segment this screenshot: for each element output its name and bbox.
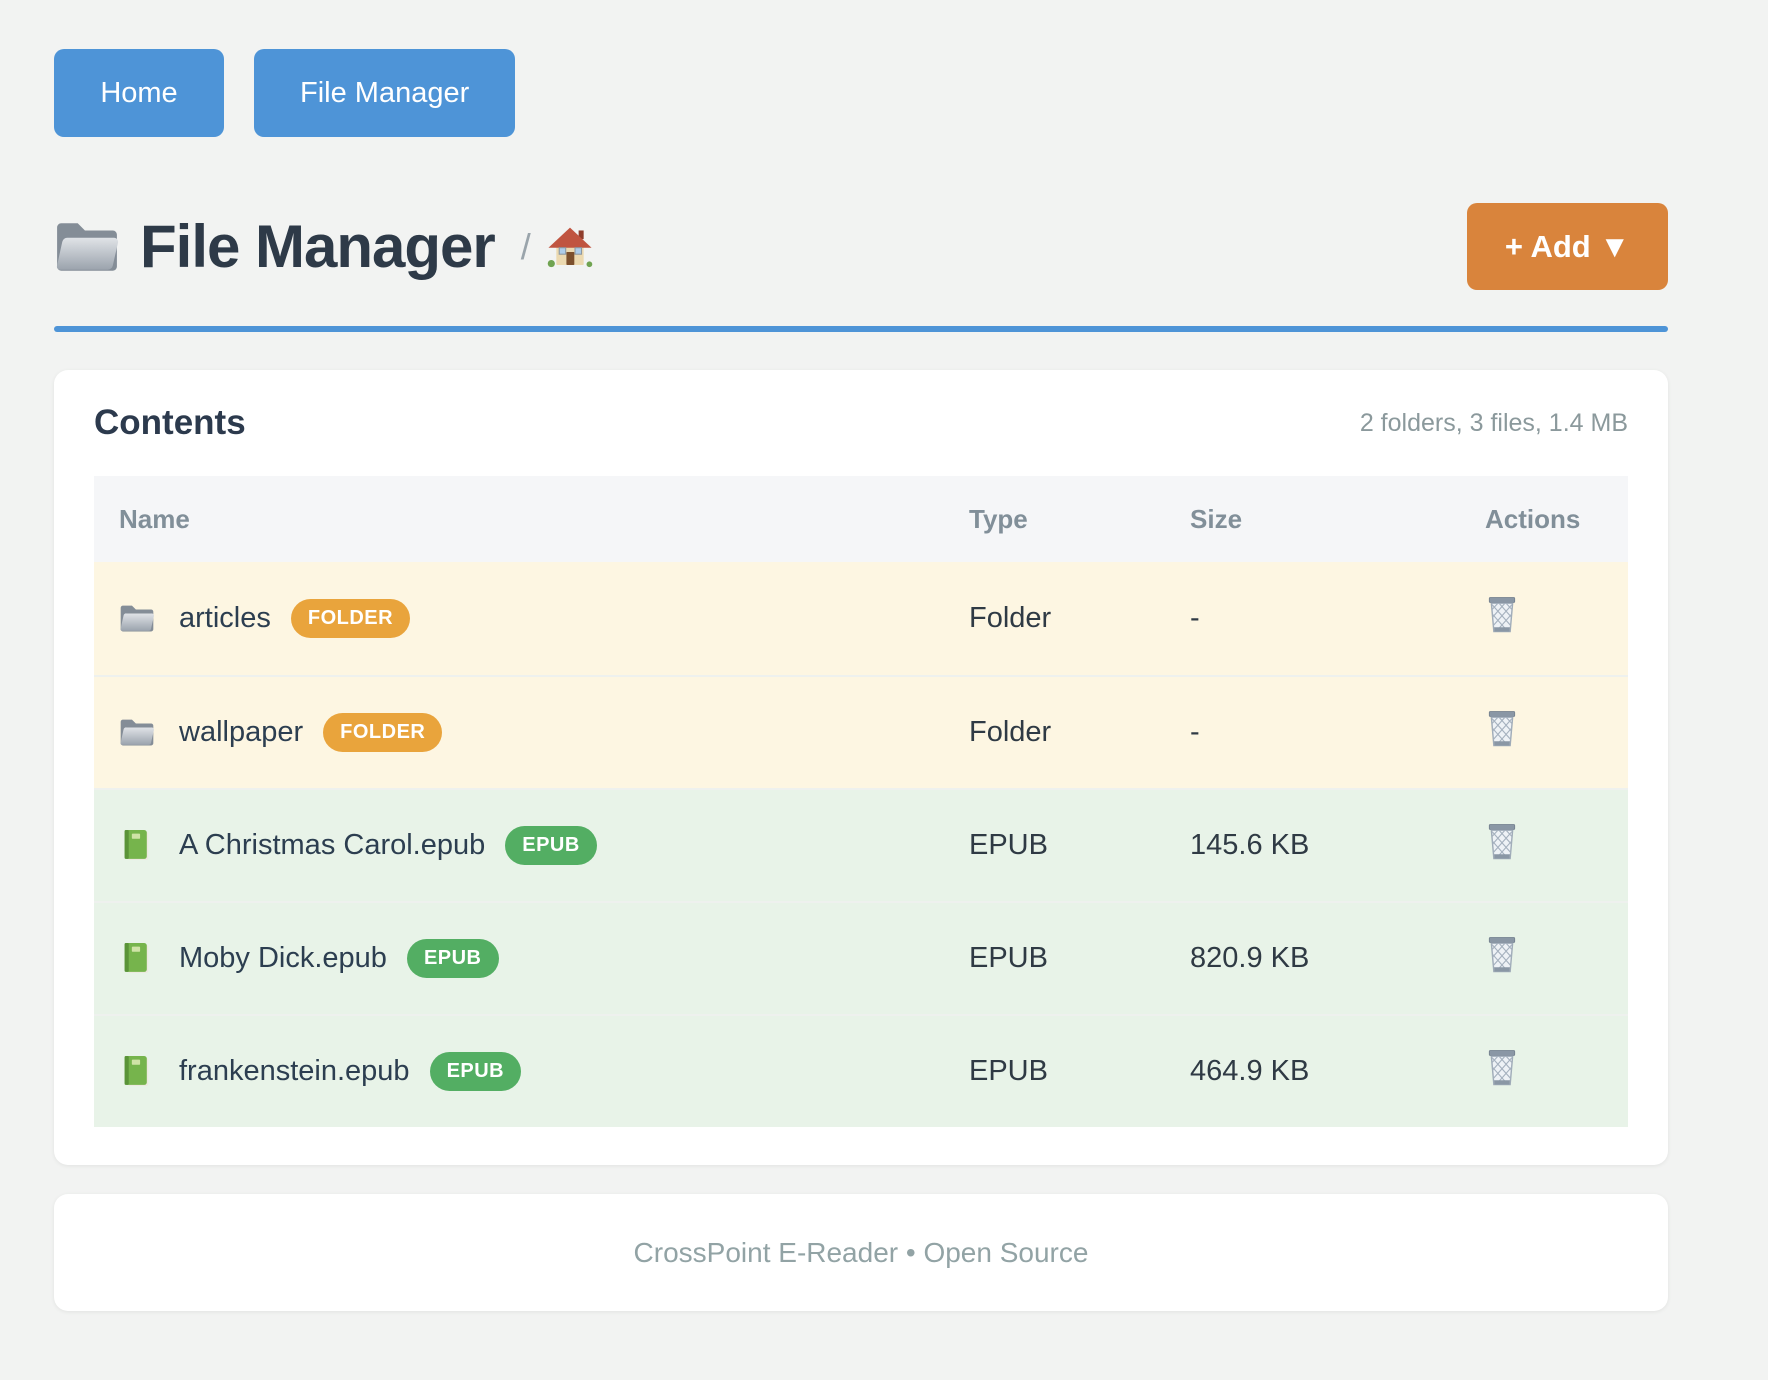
nav-file-manager-button[interactable]: File Manager (254, 49, 516, 137)
footer-text: CrossPoint E-Reader • Open Source (633, 1236, 1089, 1268)
folder-icon (54, 219, 120, 275)
item-type: EPUB (969, 1055, 1048, 1087)
name-cell: A Christmas Carol.epub EPUB (94, 826, 944, 865)
table-row: wallpaper FOLDER Folder - (94, 675, 1628, 788)
house-icon[interactable] (547, 226, 593, 268)
table-row: Moby Dick.epub EPUB EPUB 820.9 KB (94, 901, 1628, 1014)
name-cell: articles FOLDER (94, 599, 944, 638)
name-cell: wallpaper FOLDER (94, 713, 944, 752)
name-cell: frankenstein.epub EPUB (94, 1052, 944, 1091)
item-type: Folder (969, 716, 1052, 748)
contents-card: Contents 2 folders, 3 files, 1.4 MB Name… (54, 370, 1668, 1165)
item-size: - (1190, 602, 1200, 634)
title-group: File Manager / (54, 212, 593, 281)
item-size: 820.9 KB (1190, 942, 1310, 974)
contents-summary: 2 folders, 3 files, 1.4 MB (1359, 408, 1628, 437)
trash-icon (1485, 594, 1519, 635)
type-badge: EPUB (429, 1052, 522, 1091)
item-name[interactable]: articles (179, 602, 271, 634)
item-type: EPUB (969, 942, 1048, 974)
item-name[interactable]: A Christmas Carol.epub (179, 829, 486, 861)
table-body: articles FOLDER Folder - wallpaper FOLDE… (94, 562, 1628, 1127)
type-badge: EPUB (505, 826, 597, 865)
column-header-actions: Actions (1485, 503, 1581, 534)
green-book-icon (119, 1055, 155, 1088)
folder-icon (119, 716, 155, 749)
column-header-type: Type (969, 503, 1028, 534)
page-title: File Manager (140, 213, 496, 280)
trash-icon (1485, 934, 1519, 975)
item-size: 464.9 KB (1190, 1055, 1310, 1087)
actions-cell (1455, 708, 1628, 757)
name-cell: Moby Dick.epub EPUB (94, 939, 944, 978)
type-badge: EPUB (406, 939, 499, 978)
trash-icon (1485, 708, 1519, 749)
item-name[interactable]: Moby Dick.epub (179, 942, 387, 974)
add-button[interactable]: + Add ▼ (1466, 203, 1668, 290)
table-row: articles FOLDER Folder - (94, 562, 1628, 675)
item-size: - (1190, 716, 1200, 748)
type-badge: FOLDER (323, 713, 443, 752)
delete-button[interactable] (1485, 1047, 1519, 1091)
table-header-row: Name Type Size Actions (94, 476, 1628, 562)
delete-button[interactable] (1485, 594, 1519, 638)
item-name[interactable]: wallpaper (179, 716, 304, 748)
top-nav: Home File Manager (54, 0, 1668, 137)
item-size: 145.6 KB (1190, 829, 1310, 861)
trash-icon (1485, 1047, 1519, 1088)
contents-heading: Contents (94, 403, 246, 442)
nav-home-button[interactable]: Home (54, 49, 224, 137)
folder-icon (119, 602, 155, 635)
delete-button[interactable] (1485, 821, 1519, 865)
breadcrumb-separator: / (520, 225, 531, 267)
actions-cell (1455, 821, 1628, 870)
file-table: Name Type Size Actions articles FOLDER F… (94, 476, 1628, 1127)
actions-cell (1455, 934, 1628, 983)
item-name[interactable]: frankenstein.epub (179, 1055, 410, 1087)
trash-icon (1485, 821, 1519, 862)
actions-cell (1455, 1047, 1628, 1096)
green-book-icon (119, 942, 155, 975)
card-header: Contents 2 folders, 3 files, 1.4 MB (94, 370, 1628, 476)
file-manager-page: Home File Manager File Manager / + Add ▼… (54, 0, 1668, 1311)
title-divider (54, 326, 1668, 332)
actions-cell (1455, 594, 1628, 643)
delete-button[interactable] (1485, 934, 1519, 978)
item-type: EPUB (969, 829, 1048, 861)
delete-button[interactable] (1485, 708, 1519, 752)
column-header-name: Name (119, 503, 190, 534)
table-row: frankenstein.epub EPUB EPUB 464.9 KB (94, 1014, 1628, 1127)
green-book-icon (119, 829, 155, 862)
column-header-size: Size (1190, 503, 1243, 534)
item-type: Folder (969, 602, 1052, 634)
table-row: A Christmas Carol.epub EPUB EPUB 145.6 K… (94, 788, 1628, 901)
page-header: File Manager / + Add ▼ (54, 203, 1668, 290)
footer: CrossPoint E-Reader • Open Source (54, 1194, 1668, 1311)
type-badge: FOLDER (290, 599, 411, 638)
